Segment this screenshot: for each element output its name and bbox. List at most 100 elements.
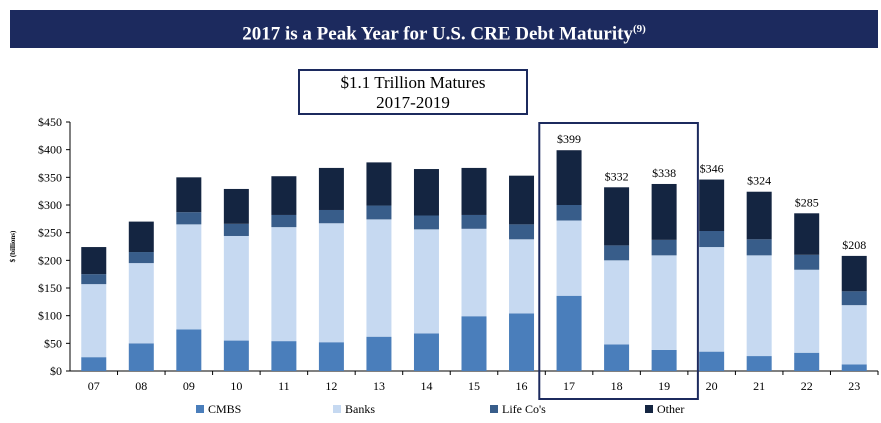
bar-segment-other-20 [699, 179, 725, 232]
bar-segment-cmbs-15 [461, 316, 487, 371]
bar-segment-life-co-s-07 [81, 274, 107, 285]
bar-segment-banks-08 [128, 263, 154, 344]
legend-label: Life Co's [502, 402, 546, 416]
bar-segment-banks-15 [461, 228, 487, 317]
bar-segment-life-co-s-17 [556, 205, 582, 221]
bar-segment-banks-09 [176, 224, 202, 330]
bar-segment-other-18 [604, 187, 630, 246]
highlight-box-2017-2019 [538, 122, 699, 400]
bar-segment-banks-14 [413, 229, 439, 334]
bar-segment-banks-23 [841, 305, 867, 365]
bar-segment-other-21 [746, 191, 772, 240]
x-tick-label: 20 [706, 379, 718, 393]
bar-segment-banks-12 [318, 223, 344, 343]
callout-line-1: $1.1 Trillion Matures [340, 73, 486, 92]
bar-segment-life-co-s-13 [366, 205, 392, 220]
bar-segment-cmbs-23 [841, 364, 867, 371]
x-tick-label: 14 [420, 379, 432, 393]
bar-segment-other-22 [794, 213, 820, 255]
bar-segment-other-12 [318, 167, 344, 210]
maturity-callout-box: $1.1 Trillion Matures 2017-2019 [298, 69, 528, 115]
x-tick-label: 18 [611, 379, 623, 393]
bar-segment-cmbs-16 [509, 313, 535, 371]
legend-swatch-cmbs [196, 405, 204, 413]
bar-segment-banks-17 [556, 220, 582, 296]
bar-segment-cmbs-18 [604, 344, 630, 371]
y-tick-label: $400 [38, 143, 62, 157]
bar-segment-other-13 [366, 162, 392, 206]
bar-segment-life-co-s-21 [746, 239, 772, 256]
bar-total-label-21: $324 [747, 174, 771, 188]
bar-segment-other-23 [841, 255, 867, 292]
x-tick-label: 22 [801, 379, 813, 393]
x-tick-label: 11 [278, 379, 290, 393]
y-tick-label: $450 [38, 115, 62, 129]
bar-segment-life-co-s-18 [604, 245, 630, 261]
bar-segment-cmbs-12 [318, 342, 344, 371]
bar-segment-cmbs-13 [366, 336, 392, 371]
chart-title-banner: 2017 is a Peak Year for U.S. CRE Debt Ma… [10, 10, 878, 48]
bar-segment-life-co-s-10 [223, 223, 249, 236]
bar-segment-other-17 [556, 150, 582, 205]
y-tick-label: $300 [38, 198, 62, 212]
bar-segment-banks-20 [699, 247, 725, 352]
callout-line-2: 2017-2019 [376, 93, 450, 112]
bar-total-label-17: $399 [557, 132, 581, 146]
x-tick-label: 09 [183, 379, 195, 393]
x-tick-label: 12 [325, 379, 337, 393]
y-axis-label: $ (billions) [9, 230, 17, 262]
bar-segment-banks-18 [604, 260, 630, 345]
bar-segment-other-14 [413, 169, 439, 216]
y-tick-label: $150 [38, 281, 62, 295]
bar-segment-cmbs-09 [176, 329, 202, 371]
legend-label: CMBS [208, 402, 241, 416]
x-tick-label: 17 [563, 379, 575, 393]
bar-segment-cmbs-17 [556, 295, 582, 371]
bar-segment-life-co-s-09 [176, 212, 202, 225]
legend-swatch-life-co-s [490, 405, 498, 413]
bar-segment-other-16 [509, 175, 535, 225]
bar-segment-banks-11 [271, 227, 297, 342]
bar-total-label-20: $346 [700, 162, 724, 176]
legend-swatch-banks [333, 405, 341, 413]
bar-segment-life-co-s-08 [128, 252, 154, 264]
bar-segment-banks-13 [366, 219, 392, 337]
x-tick-label: 07 [88, 379, 100, 393]
bar-segment-cmbs-07 [81, 357, 107, 371]
x-tick-label: 10 [230, 379, 242, 393]
bar-segment-life-co-s-22 [794, 254, 820, 270]
bar-segment-life-co-s-19 [651, 239, 677, 256]
bar-segment-cmbs-20 [699, 351, 725, 371]
y-tick-label: $0 [50, 364, 62, 378]
bar-total-label-19: $338 [652, 166, 676, 180]
bar-segment-banks-19 [651, 255, 677, 350]
bar-segment-life-co-s-20 [699, 231, 725, 248]
bar-segment-banks-16 [509, 239, 535, 314]
bar-total-label-18: $332 [605, 169, 629, 183]
bar-segment-other-09 [176, 177, 202, 213]
bar-segment-life-co-s-14 [413, 215, 439, 230]
bar-segment-other-19 [651, 183, 677, 240]
y-tick-label: $100 [38, 309, 62, 323]
bar-segment-cmbs-08 [128, 343, 154, 371]
bar-segment-cmbs-21 [746, 356, 772, 371]
x-tick-label: 08 [135, 379, 147, 393]
bar-total-label-23: $208 [842, 238, 866, 252]
x-tick-label: 15 [468, 379, 480, 393]
bar-segment-other-10 [223, 188, 249, 224]
bar-segment-life-co-s-23 [841, 291, 867, 306]
bar-segment-banks-21 [746, 255, 772, 357]
bar-segment-banks-07 [81, 284, 107, 358]
bar-segment-life-co-s-12 [318, 209, 344, 224]
x-tick-label: 13 [373, 379, 385, 393]
chart-title: 2017 is a Peak Year for U.S. CRE Debt Ma… [242, 23, 633, 45]
bar-segment-other-07 [81, 247, 107, 275]
x-tick-label: 16 [516, 379, 528, 393]
bar-segment-banks-22 [794, 269, 820, 353]
x-tick-label: 19 [658, 379, 670, 393]
legend-label: Banks [345, 402, 375, 416]
bar-segment-cmbs-11 [271, 341, 297, 371]
y-tick-label: $200 [38, 253, 62, 267]
bar-segment-cmbs-14 [413, 333, 439, 371]
